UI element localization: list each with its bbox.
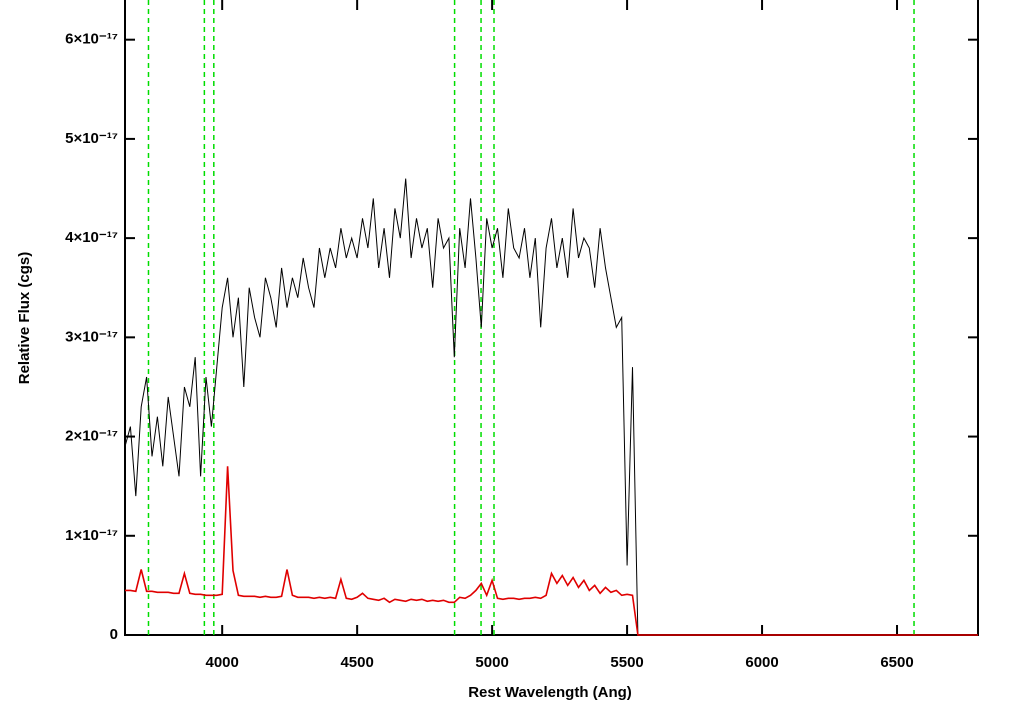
y-tick-label: 4×10⁻¹⁷ xyxy=(65,229,118,246)
y-tick-label: 0 xyxy=(110,626,118,643)
y-tick-label: 1×10⁻¹⁷ xyxy=(65,527,118,544)
x-tick-label: 4000 xyxy=(205,654,238,671)
y-tick-label: 2×10⁻¹⁷ xyxy=(65,428,118,445)
x-tick-label: 5500 xyxy=(610,654,643,671)
x-tick-label: 4500 xyxy=(340,654,373,671)
spectrum-line xyxy=(124,178,639,636)
x-tick-label: 5000 xyxy=(475,654,508,671)
x-tick-label: 6000 xyxy=(745,654,778,671)
x-axis-label: Rest Wavelength (Ang) xyxy=(468,684,632,701)
plot-frame xyxy=(124,0,979,636)
y-axis-label: Relative Flux (cgs) xyxy=(16,252,33,385)
y-tick-label: 3×10⁻¹⁷ xyxy=(65,328,118,345)
y-tick-label: 5×10⁻¹⁷ xyxy=(65,130,118,147)
y-tick-label: 6×10⁻¹⁷ xyxy=(65,31,118,48)
spectrum-line xyxy=(125,466,978,636)
x-tick-label: 6500 xyxy=(880,654,913,671)
